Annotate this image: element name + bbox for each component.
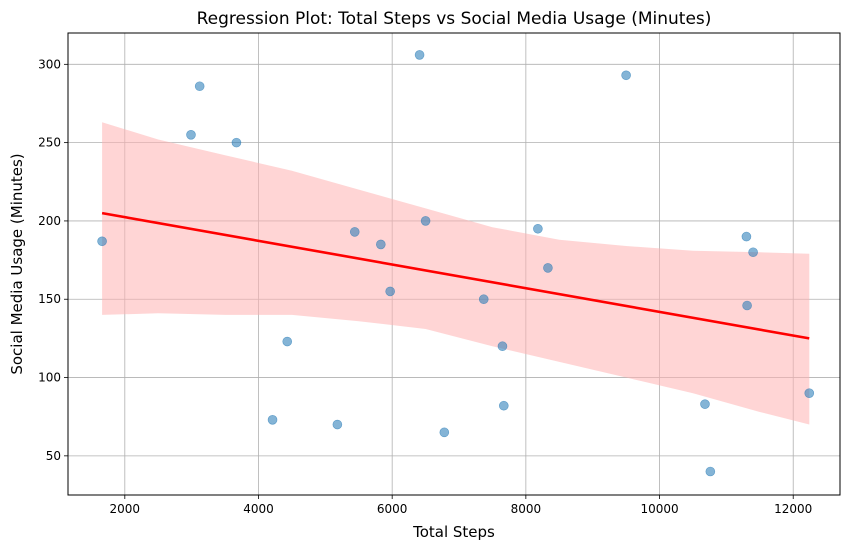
data-point (420, 216, 431, 226)
y-tick-label: 50 (46, 449, 61, 463)
y-axis-ticks: 50 100 150 200 250 300 (38, 57, 68, 463)
data-point (267, 415, 278, 425)
data-point (439, 427, 450, 438)
x-tick-label: 4000 (243, 502, 274, 516)
confidence-band (102, 122, 810, 425)
x-tick-label: 10000 (640, 502, 678, 516)
data-point (497, 341, 508, 352)
x-axis-ticks: 2000 4000 6000 8000 10000 12000 (110, 495, 812, 516)
data-point (700, 399, 710, 409)
data-points-group (97, 50, 815, 477)
data-point (414, 50, 425, 60)
data-point (741, 231, 752, 242)
data-point (804, 388, 815, 399)
data-point (97, 236, 107, 247)
x-tick-label: 6000 (377, 502, 408, 516)
x-tick-label: 8000 (511, 502, 542, 516)
regression-line-group (101, 211, 810, 340)
data-point (376, 239, 386, 250)
plot-frame (67, 32, 841, 496)
data-point (543, 263, 553, 273)
data-point (231, 137, 242, 148)
data-point (498, 400, 509, 411)
data-point (742, 300, 752, 311)
data-point (478, 294, 489, 305)
data-point (282, 336, 293, 347)
data-point (332, 419, 343, 430)
y-tick-label: 250 (38, 136, 61, 150)
y-tick-label: 100 (38, 371, 61, 385)
data-point (621, 70, 631, 81)
data-point (349, 227, 360, 237)
regression-line (101, 211, 810, 340)
data-point (194, 81, 205, 92)
x-tick-label: 2000 (110, 502, 141, 516)
y-tick-label: 150 (38, 292, 61, 306)
y-axis-label: Social Media Usage (Minutes) (8, 153, 26, 374)
data-point (533, 223, 543, 234)
data-point (705, 466, 716, 477)
chart-title: Regression Plot: Total Steps vs Social M… (197, 9, 712, 29)
x-tick-label: 12000 (774, 502, 812, 516)
x-axis-label: Total Steps (412, 523, 495, 541)
y-tick-label: 200 (38, 214, 61, 228)
confidence-band-group (102, 122, 810, 425)
data-point (748, 247, 758, 258)
data-point (186, 129, 196, 140)
data-point (385, 286, 395, 297)
y-tick-label: 300 (38, 57, 61, 71)
